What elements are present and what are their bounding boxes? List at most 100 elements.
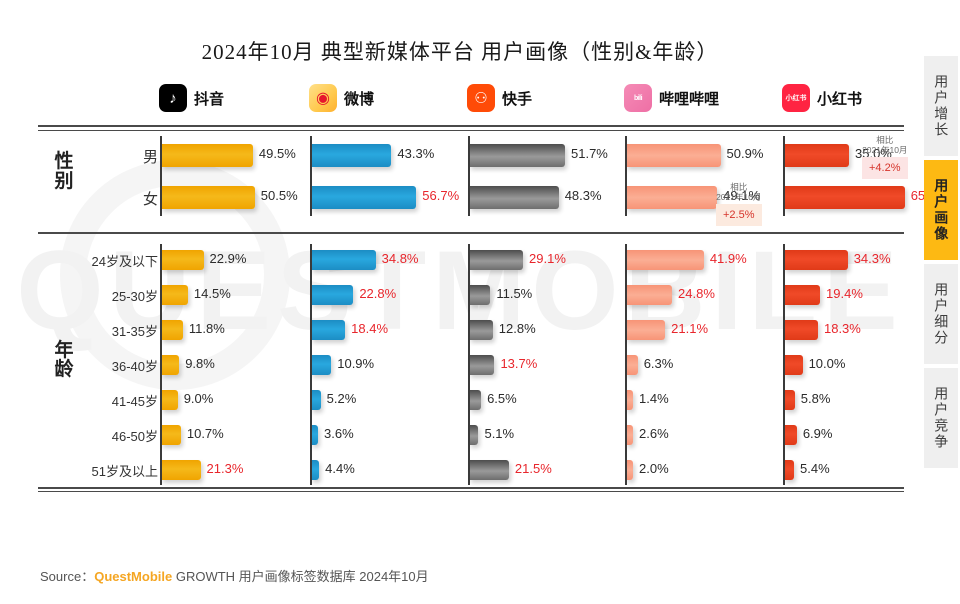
bar-1-0-2: [469, 249, 524, 270]
axis-line-0: [160, 136, 162, 216]
bar-1-5-4: [784, 424, 797, 445]
side-tab-rail: 用户增长用户画像用户细分用户竞争: [920, 56, 960, 472]
category-label-1-0: 24岁及以下: [91, 253, 158, 269]
value-label-1-3-4: 10.0%: [808, 355, 846, 371]
value-label-1-3-2: 13.7%: [500, 355, 538, 371]
bar-1-0-3: [626, 249, 704, 270]
axis-line-2: [468, 136, 470, 216]
bar-0-1-1: [311, 185, 417, 209]
value-label-1-6-1: 4.4%: [325, 460, 355, 476]
bar-1-4-4: [784, 389, 795, 410]
value-label-1-3-3: 6.3%: [643, 355, 674, 371]
side-tab-2[interactable]: 用户细分: [924, 264, 958, 364]
category-label-1-5: 46-50岁: [111, 428, 158, 444]
platform-name-1: 微博: [344, 90, 375, 108]
platform-name-0: 抖音: [194, 90, 225, 108]
platform-header-0: ♪ 抖音: [159, 84, 224, 112]
value-label-1-3-0: 9.8%: [185, 355, 215, 371]
bar-1-2-1: [311, 319, 346, 340]
value-label-0-0-2: 51.7%: [571, 146, 608, 161]
bar-0-1-2: [469, 185, 559, 209]
platform-header: ♪ 抖音 ◉ 微博 ⚇ 快手 bili 哔哩哔哩 小红书 小红书: [0, 84, 920, 122]
bar-1-6-2: [469, 459, 509, 480]
weibo-icon: ◉: [309, 84, 337, 112]
value-label-1-2-0: 11.8%: [188, 320, 225, 336]
bar-0-1-0: [161, 185, 255, 209]
side-tab-1[interactable]: 用户画像: [924, 160, 958, 260]
value-label-1-0-1: 34.8%: [381, 250, 419, 266]
value-label-0-1-1: 56.7%: [422, 188, 460, 203]
bar-0-0-4: [784, 143, 849, 167]
value-label-1-4-2: 6.5%: [487, 390, 517, 406]
value-label-0-1-0: 50.5%: [260, 188, 298, 203]
axis-line-2: [468, 244, 470, 485]
side-tab-3[interactable]: 用户竞争: [924, 368, 958, 468]
value-label-1-1-0: 14.5%: [193, 285, 231, 301]
value-label-1-5-0: 10.7%: [186, 425, 224, 441]
bar-0-0-1: [311, 143, 392, 167]
kuaishou-icon: ⚇: [467, 84, 495, 112]
platform-header-3: bili 哔哩哔哩: [624, 84, 719, 112]
value-label-1-1-2: 11.5%: [496, 285, 533, 301]
side-tab-label-2: 用户细分: [933, 282, 950, 346]
value-label-1-6-0: 21.3%: [206, 460, 244, 476]
axis-line-0: [160, 244, 162, 485]
bar-1-1-2: [469, 284, 491, 305]
bar-0-1-3: [626, 185, 718, 209]
bar-1-3-1: [311, 354, 332, 375]
rule-bottom-inner: [38, 491, 904, 492]
comparison-caption-1: 相比 2021年10月: [862, 135, 908, 156]
page-title: 2024年10月 典型新媒体平台 用户画像（性别&年龄）: [201, 40, 719, 64]
rule-mid: [38, 232, 904, 234]
value-label-1-5-4: 6.9%: [802, 425, 833, 441]
category-label-1-1: 25-30岁: [111, 288, 158, 304]
bar-1-1-0: [161, 284, 188, 305]
bar-0-0-0: [161, 143, 253, 167]
axis-line-4: [783, 136, 785, 216]
side-tab-label-1: 用户画像: [933, 178, 950, 242]
bar-1-1-4: [784, 284, 821, 305]
bar-1-5-1: [311, 424, 318, 445]
platform-name-4: 小红书: [817, 90, 863, 108]
comparison-caption-line1-0: 相比: [730, 182, 748, 192]
value-label-1-0-0: 22.9%: [209, 250, 247, 266]
value-label-1-0-3: 41.9%: [709, 250, 747, 266]
value-label-1-6-4: 5.4%: [800, 460, 830, 476]
bar-1-5-2: [469, 424, 479, 445]
douyin-icon: ♪: [159, 84, 187, 112]
bar-1-0-1: [311, 249, 376, 270]
comparison-caption-line1-1: 相比: [876, 135, 894, 145]
comparison-value-0: +2.5%: [716, 203, 762, 226]
value-label-1-6-3: 2.0%: [639, 460, 669, 476]
side-tab-0[interactable]: 用户增长: [924, 56, 958, 156]
platform-header-2: ⚇ 快手: [467, 84, 532, 112]
category-label-0-1: 女: [142, 191, 158, 208]
side-tab-label-3: 用户竞争: [933, 386, 950, 450]
source-prefix: Source：: [40, 569, 95, 584]
value-label-1-2-2: 12.8%: [498, 320, 536, 336]
value-label-0-1-3: 49.1%: [723, 188, 761, 203]
value-label-1-4-0: 9.0%: [183, 390, 214, 406]
axis-line-3: [625, 136, 627, 216]
bar-1-3-4: [784, 354, 803, 375]
comparison-badge-0: 相比 2021年10月 +2.5%: [716, 182, 762, 226]
value-label-1-4-3: 1.4%: [639, 390, 669, 406]
category-label-1-2: 31-35岁: [111, 323, 158, 339]
bar-1-4-3: [626, 389, 633, 410]
platform-header-1: ◉ 微博: [309, 84, 374, 112]
bar-1-0-0: [161, 249, 204, 270]
category-label-0-0: 男: [142, 149, 158, 166]
value-label-1-3-1: 10.9%: [337, 355, 375, 371]
value-label-0-1-2: 48.3%: [564, 188, 602, 203]
value-label-0-0-1: 43.3%: [397, 146, 435, 161]
value-label-1-0-2: 29.1%: [529, 250, 566, 266]
value-label-0-0-0: 49.5%: [258, 146, 296, 161]
bar-1-4-0: [161, 389, 178, 410]
value-label-1-2-1: 18.4%: [351, 320, 389, 336]
bar-1-1-3: [626, 284, 673, 305]
side-tab-label-0: 用户增长: [933, 74, 950, 138]
platform-name-2: 快手: [502, 90, 533, 108]
bar-1-0-4: [784, 249, 848, 270]
bar-1-4-1: [311, 389, 321, 410]
bar-1-3-2: [469, 354, 495, 375]
